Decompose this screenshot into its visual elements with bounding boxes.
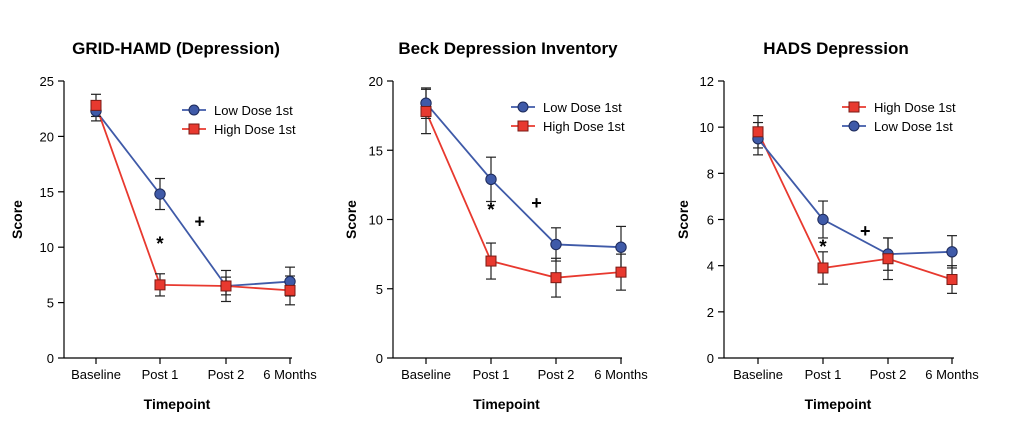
- data-point-square: [550, 272, 562, 284]
- data-point-square: [615, 266, 627, 278]
- x-tick-label: Post 2: [538, 367, 575, 382]
- chart-panel-2: Beck Depression Inventory 0 5 10 15 20 Baselin…: [343, 39, 648, 412]
- series-line-high-dose-1st: [95, 105, 291, 292]
- significance-marker: *: [487, 200, 495, 221]
- y-tick-label: 20: [369, 74, 383, 89]
- y-tick-label: 12: [700, 74, 714, 89]
- series-line-low-dose-1st: [95, 110, 291, 287]
- y-tick-label: 5: [47, 296, 54, 311]
- x-tick-label: Post 1: [142, 367, 179, 382]
- chart-title: HADS Depression: [763, 39, 908, 58]
- legend-label: Low Dose 1st: [874, 119, 953, 134]
- data-point-square: [882, 253, 894, 265]
- data-point-circle: [817, 213, 829, 226]
- y-tick-label: 25: [40, 74, 54, 89]
- data-point-square: [817, 262, 829, 274]
- series-line-low-dose-1st: [425, 102, 622, 249]
- legend-marker-circle: [188, 104, 200, 116]
- legend-label: High Dose 1st: [214, 122, 296, 137]
- x-tick-label: 6 Months: [594, 367, 648, 382]
- x-tick-label: Baseline: [401, 367, 451, 382]
- x-tick-label: 6 Months: [263, 367, 317, 382]
- data-point-square: [90, 99, 102, 111]
- y-tick-label: 10: [40, 240, 54, 255]
- legend-marker-square: [848, 101, 860, 113]
- y-tick-label: 15: [369, 143, 383, 158]
- y-tick-label: 6: [707, 213, 714, 228]
- y-tick-label: 4: [707, 259, 714, 274]
- legend-marker-square: [517, 120, 529, 132]
- series-line-high-dose-1st: [757, 131, 953, 281]
- data-point-square: [485, 255, 497, 267]
- chart-title: GRID-HAMD (Depression): [72, 39, 280, 58]
- data-point-circle: [485, 173, 497, 186]
- y-tick-label: 0: [376, 351, 383, 366]
- legend-marker-circle: [517, 101, 529, 113]
- legend-label: Low Dose 1st: [214, 103, 293, 118]
- data-point-circle: [154, 188, 166, 200]
- legend-label: High Dose 1st: [543, 119, 625, 134]
- chart-title: Beck Depression Inventory: [398, 39, 618, 58]
- x-tick-label: Post 1: [805, 367, 842, 382]
- x-axis-label: Timepoint: [805, 396, 872, 412]
- data-point-square: [220, 280, 232, 292]
- y-axis-label: Score: [9, 200, 25, 239]
- x-tick-label: Post 2: [870, 367, 907, 382]
- legend-label: Low Dose 1st: [543, 100, 622, 115]
- significance-marker: +: [194, 212, 205, 232]
- legend-marker-square: [188, 123, 200, 135]
- x-tick-label: 6 Months: [925, 367, 979, 382]
- data-point-square: [154, 279, 166, 291]
- data-point-circle: [615, 241, 627, 253]
- data-point-square: [420, 105, 432, 117]
- data-point-circle: [550, 238, 562, 251]
- y-tick-label: 15: [40, 185, 54, 200]
- series-line-low-dose-1st: [757, 138, 953, 256]
- legend-marker-circle: [848, 120, 860, 132]
- series-line-high-dose-1st: [425, 111, 622, 279]
- x-axis-label: Timepoint: [144, 396, 211, 412]
- data-point-square: [284, 284, 296, 296]
- x-tick-label: Post 2: [208, 367, 245, 382]
- significance-marker: +: [860, 221, 871, 241]
- y-axis-label: Score: [675, 200, 691, 239]
- y-tick-label: 0: [47, 351, 54, 366]
- x-axis-label: Timepoint: [473, 396, 540, 412]
- y-tick-label: 5: [376, 282, 383, 297]
- data-point-circle: [946, 246, 958, 258]
- chart-panel-3: HADS Depression 0 2 4 6 8 10 12 Baseline Post 1 Po…: [675, 39, 979, 412]
- x-tick-label: Baseline: [71, 367, 121, 382]
- y-tick-label: 2: [707, 305, 714, 320]
- y-tick-label: 10: [369, 213, 383, 228]
- data-point-square: [752, 126, 764, 138]
- y-tick-label: 8: [707, 166, 714, 181]
- data-point-square: [946, 274, 958, 286]
- significance-marker: *: [819, 237, 827, 258]
- significance-marker: *: [156, 234, 164, 255]
- y-tick-label: 20: [40, 129, 54, 144]
- legend-label: High Dose 1st: [874, 100, 956, 115]
- y-tick-label: 10: [700, 120, 714, 135]
- x-tick-label: Post 1: [473, 367, 510, 382]
- y-tick-label: 0: [707, 351, 714, 366]
- x-tick-label: Baseline: [733, 367, 783, 382]
- chart-panel-1: GRID-HAMD (Depression) 0 5 10 15 20 25 Baseline…: [9, 39, 317, 412]
- significance-marker: +: [531, 193, 542, 213]
- y-axis-label: Score: [343, 200, 359, 239]
